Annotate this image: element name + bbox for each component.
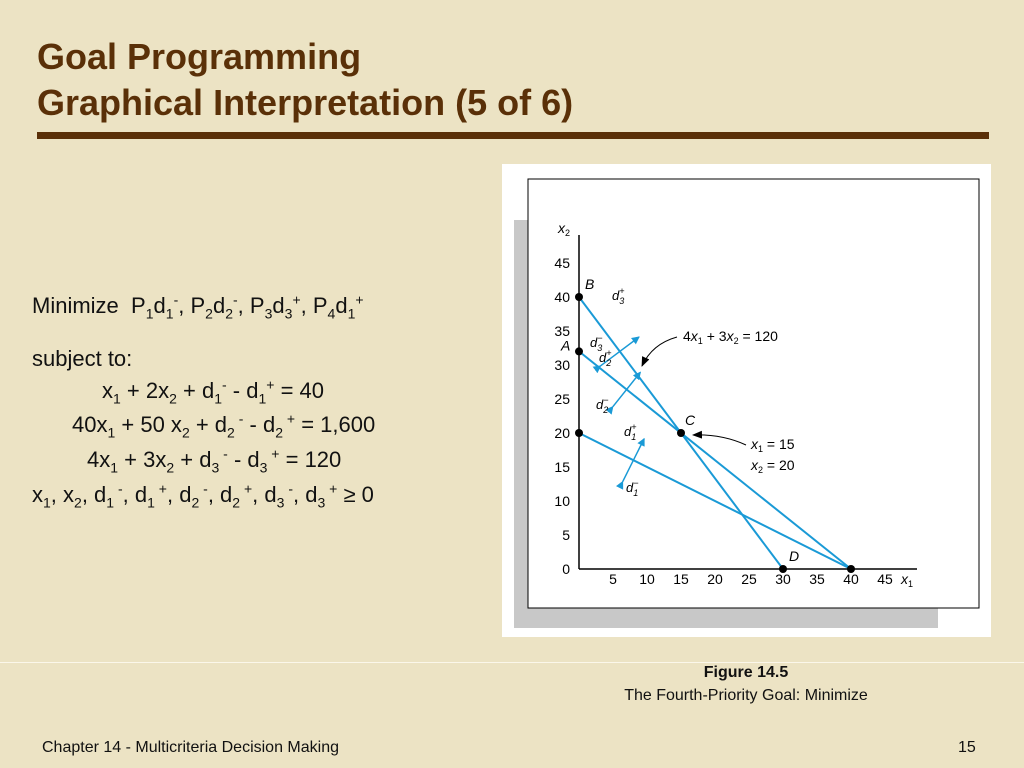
point-c xyxy=(677,429,685,437)
plot-frame xyxy=(527,178,980,609)
x-tick-label: 35 xyxy=(809,571,825,587)
y-tick-label: 20 xyxy=(554,425,570,441)
y-tick-label: 45 xyxy=(554,255,570,271)
y-tick-label: 5 xyxy=(562,527,570,543)
point-marker xyxy=(847,565,855,573)
figure-caption-title: Figure 14.5 xyxy=(703,664,789,681)
point-b xyxy=(575,293,583,301)
label-d1-minus: d1− xyxy=(626,478,639,498)
d2-deviation-arrow xyxy=(605,371,641,415)
goal-programming-chart: 5 10 15 20 25 30 35 40 45051015202530354045x1x2 … xyxy=(514,178,980,628)
x-tick-label: 15 xyxy=(673,571,689,587)
constraint-3: 4x1 + 3x2 + d3 - - d3 + = 120 xyxy=(87,445,342,476)
point-label-b: B xyxy=(585,276,594,292)
point-d xyxy=(779,565,787,573)
footer-chapter-label: Chapter 14 - Multicriteria Decision Maki… xyxy=(42,739,339,756)
point-label-c: C xyxy=(685,412,696,428)
x-tick-label: 5 xyxy=(609,571,617,587)
y-tick-label: 35 xyxy=(554,323,570,339)
y-tick-label: 0 xyxy=(562,561,570,577)
label-d2-plus: d2+ xyxy=(599,348,612,368)
d1-deviation-arrow xyxy=(615,437,645,490)
constraint-2: 40x1 + 50 x2 + d2 - - d2 + = 1,600 xyxy=(72,410,376,441)
y-tick-label: 10 xyxy=(554,493,570,509)
figure-panel: 5 10 15 20 25 30 35 40 45 0 5 10 15 20 25 30 35 40 45 x1 x2 … xyxy=(502,164,991,637)
deviation-labels: d3+ d3− d2+ d2− d1+ d1− xyxy=(590,286,639,498)
x-tick-label: 25 xyxy=(741,571,757,587)
x-tick-label: 20 xyxy=(707,571,723,587)
title-line-1: Goal Programming xyxy=(37,36,362,77)
point-c-x2-value: x2 = 20 xyxy=(750,457,795,475)
y-tick-label: 25 xyxy=(554,391,570,407)
objective-term-4: P4d1+ xyxy=(312,291,364,322)
figure-caption-subtitle: The Fourth-Priority Goal: Minimize xyxy=(624,687,868,704)
footer-page-number: 15 xyxy=(958,739,976,756)
objective-term-3: P3d3+ xyxy=(249,291,301,322)
line-label-4x1-3x2-120: 4x1 + 3x2 = 120 xyxy=(683,328,778,346)
objective-term-1: P1d1- xyxy=(131,291,179,322)
y-tick-label: 40 xyxy=(554,289,570,305)
x-tick-label: 45 xyxy=(877,571,893,587)
d3-deviation-arrow xyxy=(592,336,640,374)
x-tick-label: 40 xyxy=(843,571,859,587)
label-d1-plus: d1+ xyxy=(624,422,637,442)
chart-points: A B C D xyxy=(560,276,855,573)
point-marker xyxy=(575,429,583,437)
y-tick-label: 30 xyxy=(554,357,570,373)
objective-term-2: P2d2- xyxy=(190,291,238,322)
point-a xyxy=(575,347,583,356)
deviation-arrows xyxy=(592,336,645,490)
minimize-label: Minimize xyxy=(32,293,119,318)
title-divider xyxy=(37,132,989,139)
subject-to-label: subject to: xyxy=(32,346,133,371)
x-tick-label: 30 xyxy=(775,571,791,587)
constraint-1: x1 + 2x2 + d1- - d1+ = 40 xyxy=(102,376,325,407)
point-c-x1-value: x1 = 15 xyxy=(750,436,795,454)
y-tick-label: 15 xyxy=(554,459,570,475)
footer-divider xyxy=(0,662,1024,663)
point-label-d: D xyxy=(789,548,799,564)
title-line-2: Graphical Interpretation (5 of 6) xyxy=(37,82,574,123)
point-c-pointer xyxy=(692,430,747,446)
label-d3-plus: d3+ xyxy=(612,286,625,306)
nonnegativity-constraint: x1, x2, d1 -, d1 +, d2 -, d2 +, d3 -, d3… xyxy=(32,480,374,511)
slide-title: Goal Programming Graphical Interpretatio… xyxy=(37,34,573,126)
x-tick-label: 10 xyxy=(639,571,655,587)
label-d2-minus: d2− xyxy=(596,395,609,415)
label-d3-minus: d3− xyxy=(590,333,603,353)
line-label-pointer xyxy=(641,336,678,367)
objective-row: Minimize P1d1-, P2d2-, P3d3+, P4d1+ xyxy=(32,291,364,322)
point-label-a: A xyxy=(560,337,570,353)
